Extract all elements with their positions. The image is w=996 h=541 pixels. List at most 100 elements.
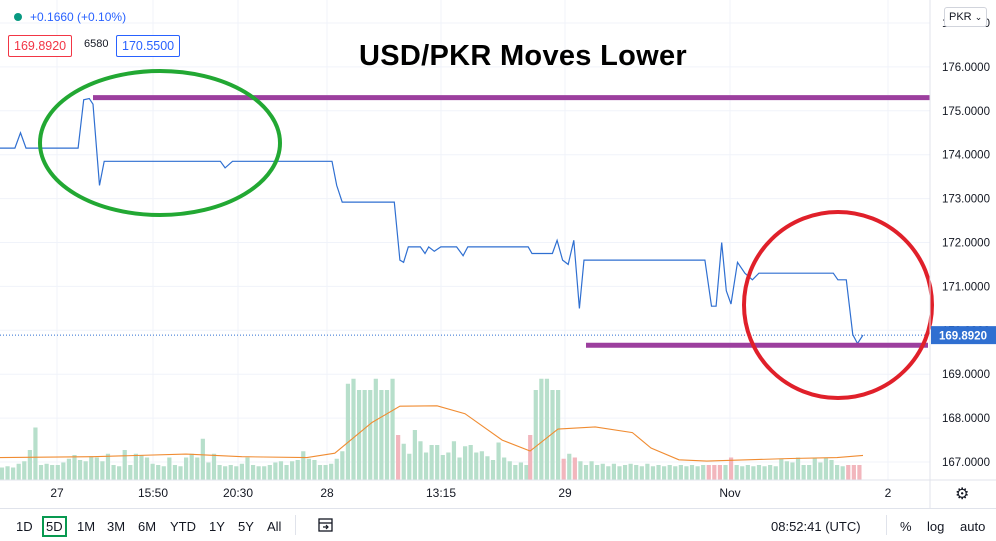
volume-bar (418, 441, 423, 480)
log-toggle[interactable]: log (927, 519, 945, 534)
y-tick-label: 168.0000 (942, 413, 990, 425)
timeframe-1y[interactable]: 1Y (209, 519, 225, 534)
volume-bar (650, 466, 656, 480)
price-line (0, 97, 864, 345)
volume-bar (362, 390, 367, 480)
volume-bar (768, 465, 773, 480)
volume-bar (384, 390, 390, 480)
timeframe-all[interactable]: All (267, 519, 282, 534)
volume-bar (717, 465, 723, 480)
volume-bar (756, 465, 762, 480)
chart-title: USD/PKR Moves Lower (359, 40, 687, 72)
volume-bar (0, 467, 5, 480)
volume-bar (544, 378, 550, 480)
volume-bar (556, 390, 561, 480)
volume-bar (334, 458, 339, 480)
volume-bar (539, 378, 544, 480)
price-series (0, 97, 930, 462)
volume-bar (463, 446, 468, 480)
volume-bar (706, 465, 711, 480)
volume-bar (396, 435, 401, 480)
volume-bar (628, 463, 633, 480)
ask-price-button[interactable]: 170.5500 (116, 35, 181, 57)
volume-bar (846, 465, 851, 480)
volume-histogram (0, 378, 862, 480)
volume-bar (835, 465, 840, 480)
timeframe-5d[interactable]: 5D (42, 516, 67, 537)
volume-bar (583, 465, 589, 480)
volume-bar (5, 466, 10, 480)
volume-bar (144, 457, 150, 480)
volume-bar (528, 435, 533, 480)
volume-bar (77, 460, 83, 480)
timeframe-1m[interactable]: 1M (77, 519, 96, 534)
volume-bar (38, 465, 44, 480)
toolbar-divider (295, 515, 296, 535)
volume-bar (184, 457, 189, 480)
price-axis: 167.0000168.0000169.0000170.0000171.0000… (929, 0, 996, 508)
chevron-down-icon: ⌄ (974, 12, 983, 22)
timeframe-5y[interactable]: 5Y (238, 519, 254, 534)
volume-bar (128, 465, 133, 480)
volume-bar (762, 466, 767, 480)
volume-bar (356, 390, 362, 480)
volume-bar (807, 465, 812, 480)
volume-bar (667, 465, 672, 480)
volume-bar (122, 450, 127, 480)
volume-bar (600, 463, 605, 480)
volume-bar (200, 438, 205, 480)
volume-bar (340, 451, 345, 480)
volume-bar (572, 457, 577, 480)
currency-label: PKR (949, 11, 972, 23)
volume-bar (773, 466, 778, 480)
x-tick-label: 15:50 (138, 486, 168, 500)
volume-bar (518, 462, 523, 480)
bid-price-button[interactable]: 169.8920 (8, 35, 73, 57)
red-circle-highlight (742, 210, 934, 400)
volume-bar (133, 453, 138, 480)
volume-bar (139, 455, 144, 480)
timeframe-3m[interactable]: 3M (107, 519, 126, 534)
timeframe-6m[interactable]: 6M (138, 519, 157, 534)
timeframe-ytd[interactable]: YTD (170, 519, 196, 534)
volume-bar (751, 466, 756, 480)
volume-bar (589, 461, 594, 480)
volume-bar (262, 466, 267, 480)
volume-bar (345, 383, 351, 480)
timeframe-1d[interactable]: 1D (16, 519, 33, 534)
volume-bar (784, 461, 789, 480)
volume-bar (611, 463, 616, 480)
x-tick-label: 13:15 (426, 486, 456, 500)
volume-bar (790, 462, 795, 480)
volume-bar (250, 465, 256, 480)
currency-select[interactable]: PKR ⌄ (944, 7, 988, 27)
settings-gear-icon[interactable]: ⚙ (955, 486, 970, 503)
y-tick-label: 173.0000 (942, 194, 990, 206)
volume-bar (390, 378, 395, 480)
auto-toggle[interactable]: auto (960, 519, 986, 534)
volume-bar (617, 466, 622, 480)
volume-bar (100, 461, 105, 480)
volume-bar (595, 465, 600, 480)
toolbar-divider (886, 515, 887, 535)
volume-bar (734, 465, 739, 480)
volume-bar (206, 462, 211, 480)
volume-bar (245, 457, 250, 480)
volume-bar (440, 455, 445, 480)
percent-toggle[interactable]: % (900, 519, 912, 534)
volume-bar (89, 456, 94, 480)
volume-bar (578, 461, 583, 480)
volume-bar (295, 460, 300, 480)
x-tick-label: 29 (558, 486, 572, 500)
y-tick-label: 175.0000 (942, 106, 990, 118)
volume-bar (740, 466, 745, 480)
volume-bar (407, 453, 412, 480)
volume-bar (550, 390, 555, 480)
volume-bar (507, 461, 512, 480)
date-range-icon[interactable] (317, 517, 335, 533)
volume-bar (639, 466, 644, 480)
x-tick-label: 20:30 (223, 486, 253, 500)
volume-bar (161, 466, 166, 480)
utc-clock[interactable]: 08:52:41 (UTC) (771, 519, 861, 534)
